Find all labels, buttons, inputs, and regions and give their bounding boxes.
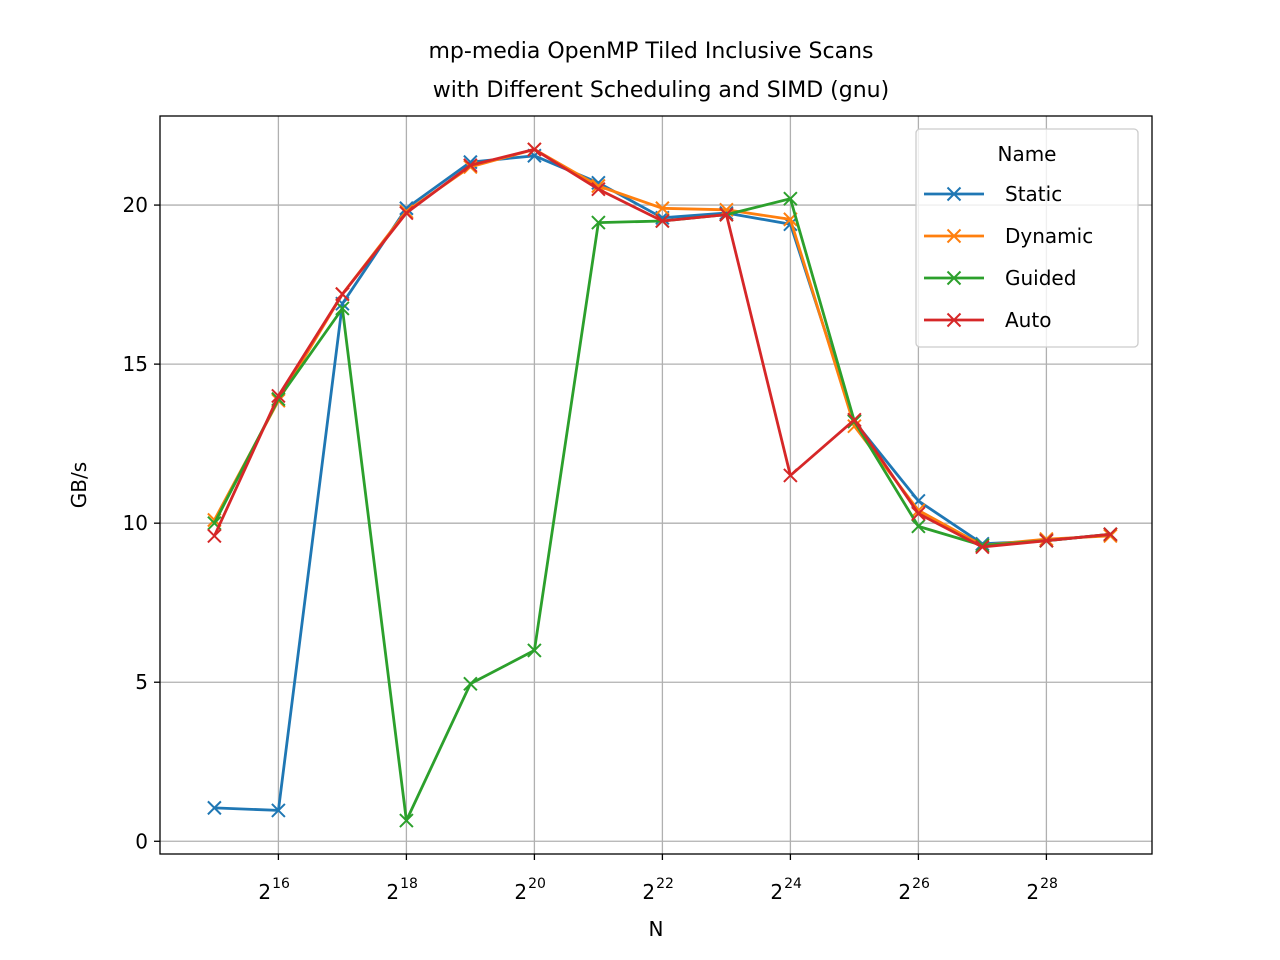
data-point-marker	[719, 207, 734, 222]
chart-title: mp-media OpenMP Tiled Inclusive Scans	[429, 39, 874, 64]
data-point-marker	[1039, 531, 1054, 547]
data-point-marker	[975, 539, 990, 555]
y-axis-label: GB/s	[67, 462, 91, 508]
legend-item-static: Static	[924, 182, 1062, 206]
data-point-marker	[911, 519, 926, 534]
data-point-marker	[783, 191, 798, 206]
y-tick-label: 15	[123, 352, 148, 376]
data-point-marker	[463, 676, 478, 692]
data-point-marker	[335, 286, 350, 302]
data-point-marker	[655, 201, 670, 216]
x-tick-label: 228	[1026, 876, 1058, 904]
legend-box	[915, 128, 1139, 348]
x-tick-label: 218	[386, 876, 418, 904]
series-static	[207, 148, 1118, 818]
data-point-marker	[1103, 527, 1118, 542]
axis-ticks: 0 5 10 15 20 216 218 220 222 224 226 228	[123, 193, 1058, 904]
data-point-marker	[1039, 533, 1054, 548]
x-axis-label: N	[649, 917, 664, 941]
legend-marker	[946, 186, 962, 202]
legend-label: Guided	[1005, 266, 1076, 290]
series-auto	[207, 142, 1118, 555]
legend-label: Static	[1005, 182, 1062, 206]
data-point-marker	[271, 388, 286, 404]
data-point-marker	[207, 528, 222, 544]
data-point-marker	[399, 813, 414, 828]
data-point-marker	[399, 201, 414, 216]
data-point-marker	[591, 181, 606, 197]
legend-label: Dynamic	[1005, 224, 1093, 248]
data-point-marker	[1103, 528, 1118, 544]
legend-title: Name	[997, 142, 1056, 166]
y-tick-label: 10	[123, 511, 148, 535]
series-layer	[207, 142, 1118, 828]
legend-marker	[946, 270, 962, 286]
legend: Name Static Dynamic Guided Auto	[915, 128, 1139, 348]
x-tick-label: 224	[770, 876, 802, 904]
data-point-marker	[847, 412, 862, 427]
data-point-marker	[271, 803, 286, 818]
data-point-marker	[399, 205, 414, 221]
data-point-marker	[911, 506, 926, 521]
legend-marker	[946, 312, 962, 328]
legend-item-dynamic: Dynamic	[924, 224, 1093, 248]
y-tick-label: 20	[123, 193, 148, 217]
y-tick-label: 5	[135, 670, 148, 694]
x-tick-label: 226	[898, 876, 930, 904]
data-point-marker	[783, 468, 798, 483]
data-point-marker	[207, 800, 222, 816]
legend-item-auto: Auto	[924, 308, 1051, 332]
data-point-marker	[527, 142, 542, 157]
x-tick-label: 220	[514, 876, 546, 904]
x-tick-label: 222	[642, 876, 674, 904]
legend-label: Auto	[1005, 308, 1051, 332]
data-point-marker	[527, 643, 542, 658]
chart-subtitle: with Different Scheduling and SIMD (gnu)	[433, 78, 889, 103]
legend-item-guided: Guided	[924, 266, 1076, 290]
data-point-marker	[591, 215, 606, 230]
x-tick-label: 216	[258, 876, 290, 904]
plot-frame	[159, 115, 1153, 855]
legend-marker	[946, 228, 962, 244]
data-point-marker	[655, 213, 670, 229]
data-point-marker	[335, 301, 350, 316]
y-tick-label: 0	[135, 829, 148, 853]
data-point-marker	[463, 158, 478, 173]
